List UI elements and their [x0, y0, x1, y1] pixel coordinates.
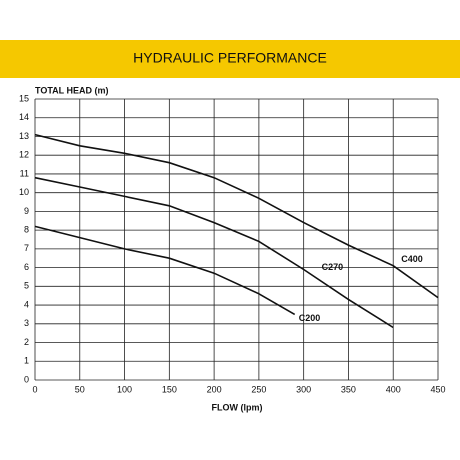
y-tick-label: 12 [19, 150, 29, 160]
x-tick-label: 400 [386, 384, 401, 394]
y-tick-label: 3 [24, 318, 29, 328]
x-tick-label: 0 [32, 384, 37, 394]
y-tick-label: 13 [19, 131, 29, 141]
x-tick-label: 300 [296, 384, 311, 394]
y-tick-label: 1 [24, 356, 29, 366]
series-label: C270 [322, 262, 344, 272]
y-tick-label: 7 [24, 243, 29, 253]
curve [34, 176, 394, 329]
y-tick-label: 2 [24, 337, 29, 347]
y-tick-label: 6 [24, 262, 29, 272]
y-tick-label: 5 [24, 281, 29, 291]
title-banner [0, 40, 460, 78]
x-tick-label: 50 [75, 384, 85, 394]
y-tick-label: 10 [19, 187, 29, 197]
series-label: C400 [401, 254, 423, 264]
chart-title: HYDRAULIC PERFORMANCE [133, 50, 327, 66]
series-label: C200 [299, 313, 321, 323]
y-tick-label: 9 [24, 206, 29, 216]
y-tick-label: 0 [24, 374, 29, 384]
y-tick-label: 15 [19, 93, 29, 103]
y-tick-label: 8 [24, 225, 29, 235]
y-tick-label: 4 [24, 299, 29, 309]
curve [34, 133, 439, 299]
y-axis-label: TOTAL HEAD (m) [35, 85, 109, 95]
x-axis-label: FLOW (lpm) [212, 402, 263, 412]
x-tick-label: 200 [207, 384, 222, 394]
x-tick-label: 350 [341, 384, 356, 394]
x-tick-label: 100 [117, 384, 132, 394]
x-tick-label: 250 [251, 384, 266, 394]
curve [34, 225, 296, 316]
y-tick-label: 14 [19, 112, 29, 122]
x-tick-label: 450 [430, 384, 445, 394]
x-tick-label: 150 [162, 384, 177, 394]
y-tick-label: 11 [20, 168, 29, 178]
